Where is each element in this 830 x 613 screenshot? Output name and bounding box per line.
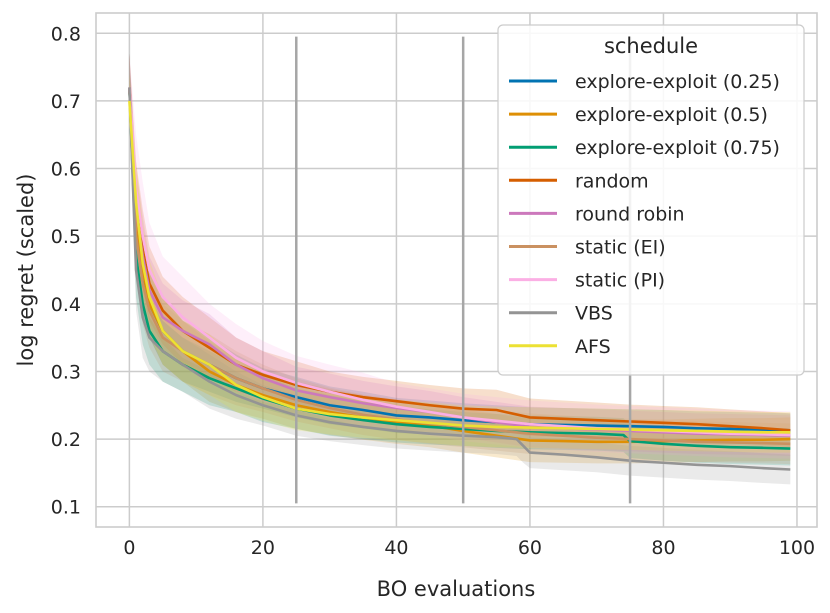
y-tick-labels: 0.1 0.2 0.3 0.4 0.5 0.6 0.7 0.8: [51, 23, 81, 518]
band-explore-exploit-0-5-: [129, 53, 791, 464]
confidence-bands: [129, 53, 791, 485]
legend-label: AFS: [575, 336, 611, 358]
legend-label: explore-exploit (0.25): [575, 71, 780, 93]
legend-entry: explore-exploit (0.25): [509, 71, 780, 93]
y-tick-label: 0.6: [51, 159, 81, 181]
legend-label: static (EI): [575, 237, 666, 259]
band-afs: [129, 73, 791, 453]
band-static-ei-: [129, 53, 791, 465]
grid: [96, 13, 817, 527]
line-random: [128, 87, 791, 432]
x-tick-label: 40: [384, 537, 408, 559]
legend-entry: random: [509, 170, 649, 192]
y-tick-label: 0.8: [51, 23, 81, 45]
line-vbs: [128, 87, 791, 471]
x-tick-label: 60: [518, 537, 542, 559]
x-tick-label: 100: [779, 537, 815, 559]
legend-entry: explore-exploit (0.5): [509, 104, 768, 126]
x-tick-label: 80: [651, 537, 675, 559]
x-tick-labels: 0 20 40 60 80 100: [123, 537, 815, 559]
x-tick-label: 0: [123, 537, 135, 559]
legend-label: explore-exploit (0.75): [575, 137, 780, 159]
legend-label: static (PI): [575, 270, 665, 292]
y-tick-label: 0.5: [51, 226, 81, 248]
line-afs: [128, 100, 791, 434]
y-tick-label: 0.3: [51, 361, 81, 383]
legend-entry: VBS: [509, 303, 613, 325]
legend-label: round robin: [575, 203, 685, 225]
y-tick-label: 0.2: [51, 429, 81, 451]
legend-label: random: [575, 170, 649, 192]
x-axis-label: BO evaluations: [377, 577, 536, 601]
legend: schedule explore-exploit (0.25)explore-e…: [497, 24, 805, 376]
y-tick-label: 0.7: [51, 91, 81, 113]
legend-entry: round robin: [509, 203, 685, 225]
line-round-robin: [128, 87, 791, 437]
legend-label: VBS: [575, 303, 613, 325]
legend-entry: explore-exploit (0.75): [509, 137, 780, 159]
y-tick-label: 0.4: [51, 294, 81, 316]
legend-entry: static (PI): [509, 270, 665, 292]
legend-items: explore-exploit (0.25) explore-exploit (0…: [509, 71, 780, 358]
legend-title: schedule: [604, 34, 698, 58]
legend-entry: AFS: [509, 336, 611, 358]
legend-entry: static (EI): [509, 237, 666, 259]
band-static-pi-: [129, 53, 791, 459]
y-axis-label: log regret (scaled): [14, 174, 38, 367]
legend-label: explore-exploit (0.5): [575, 104, 768, 126]
y-tick-label: 0.1: [51, 497, 81, 519]
x-tick-label: 20: [251, 537, 275, 559]
band-round-robin: [129, 53, 791, 456]
series-lines: [128, 87, 791, 471]
legend-box: [497, 24, 805, 376]
